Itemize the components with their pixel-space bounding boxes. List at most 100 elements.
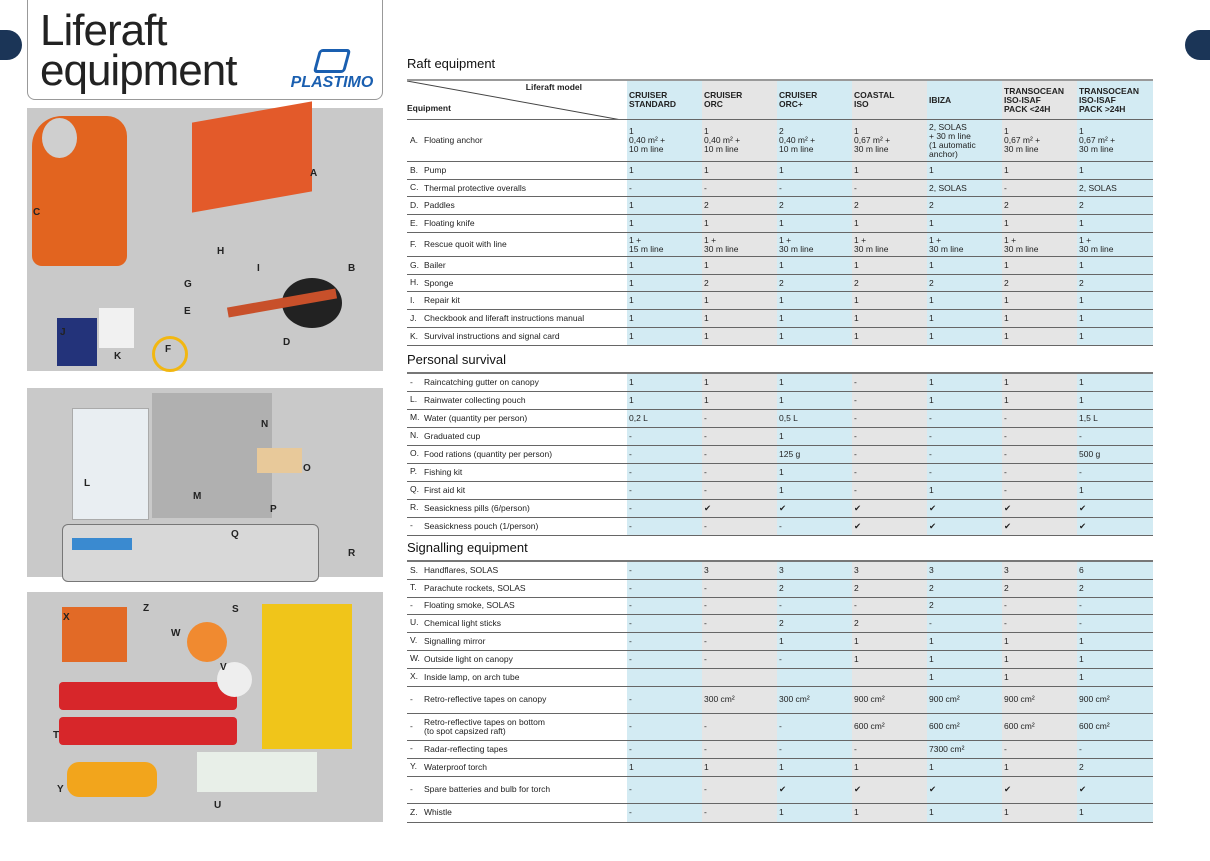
equipment-label: Equipment	[407, 103, 451, 113]
equipment-cell: P. Fishing kit	[407, 463, 627, 482]
value-cell: 3	[1002, 560, 1077, 580]
value-cell: 2	[777, 274, 852, 292]
value-cell: 600 cm²	[1077, 713, 1153, 741]
item-code: Q.	[410, 484, 419, 495]
equipment-cell: M. Water (quantity per person)	[407, 409, 627, 428]
section-title: Personal survival	[407, 352, 506, 367]
value-cell: 1	[927, 391, 1002, 410]
equipment-cell: - Raincatching gutter on canopy	[407, 372, 627, 392]
value-cell: -	[852, 391, 927, 410]
item-code: N.	[410, 430, 419, 441]
value-cell: 1	[777, 372, 852, 392]
value-cell: 1 + 30 m line	[702, 232, 777, 257]
value-cell: 900 cm²	[1002, 686, 1077, 714]
item-code: L.	[410, 394, 418, 405]
value-cell: 1	[1002, 291, 1077, 310]
photo-label: V	[220, 662, 227, 673]
value-cell: -	[777, 650, 852, 669]
item-label: Floating anchor	[424, 135, 483, 146]
value-cell: 1 0,40 m² + 10 m line	[627, 119, 702, 162]
value-cell: -	[627, 463, 702, 482]
table-row: N. Graduated cup - -1- - - -	[407, 427, 1153, 446]
item-label: Seasickness pills (6/person)	[424, 502, 530, 513]
page-tab-right	[1185, 30, 1210, 60]
photo-label: E	[184, 306, 191, 317]
value-cell: -	[702, 481, 777, 500]
equipment-cell: - Retro-reflective tapes on canopy	[407, 686, 627, 714]
value-cell: 2	[702, 274, 777, 292]
value-cell	[852, 668, 927, 687]
value-cell: 1	[852, 291, 927, 310]
value-cell: -	[1002, 179, 1077, 197]
photo-label: S	[232, 604, 239, 615]
item-code: Z.	[410, 806, 418, 817]
value-cell: 1	[627, 196, 702, 215]
item-label: Food rations (quantity per person)	[424, 448, 553, 459]
model-header: COASTAL ISO	[852, 79, 927, 120]
value-cell: 1	[1077, 650, 1153, 669]
section-title: Signalling equipment	[407, 540, 528, 555]
value-cell: -	[702, 776, 777, 804]
item-code: J.	[410, 312, 417, 323]
value-cell: 2	[1077, 579, 1153, 598]
value-cell: -	[702, 740, 777, 759]
photo-label: F	[165, 344, 172, 355]
value-cell: -	[627, 427, 702, 446]
value-cell: 1	[777, 161, 852, 180]
value-cell: 1	[777, 758, 852, 777]
value-cell: 1	[852, 758, 927, 777]
value-cell: -	[1002, 445, 1077, 464]
equipment-cell: R. Seasickness pills (6/person)	[407, 499, 627, 518]
value-cell: 1 + 15 m line	[627, 232, 702, 257]
table-row: B. Pump 1 1 1 1 1 1 1	[407, 161, 1153, 180]
item-code: -	[410, 693, 413, 704]
item-label: Parachute rockets, SOLAS	[424, 582, 526, 593]
item-code: G.	[410, 259, 419, 270]
value-cell: -	[1077, 463, 1153, 482]
value-cell: 1	[852, 327, 927, 346]
value-cell: -	[702, 597, 777, 615]
value-cell: -	[1002, 463, 1077, 482]
item-code: I.	[410, 294, 415, 305]
model-header: IBIZA	[927, 79, 1002, 120]
value-cell: 1	[1002, 632, 1077, 651]
equipment-cell: G. Bailer	[407, 256, 627, 275]
value-cell: 1 + 30 m line	[1002, 232, 1077, 257]
value-cell: 2, SOLAS	[927, 179, 1002, 197]
value-cell: 1	[927, 668, 1002, 687]
signalling-equipment-table: S. Handflares, SOLAS -3 3 3 3 3 6 T. Parachute ro…	[407, 560, 1153, 823]
photo-label: J	[60, 327, 66, 338]
value-cell: 1	[1002, 214, 1077, 233]
value-cell: ✔	[852, 776, 927, 804]
value-cell: 2	[777, 579, 852, 598]
table-row: S. Handflares, SOLAS -3 3 3 3 3 6	[407, 560, 1153, 580]
value-cell: 1	[1077, 803, 1153, 823]
table-row: - Seasickness pouch (1/person) - - - ✔ ✔ ✔ ✔	[407, 517, 1153, 536]
photo-label: U	[214, 800, 222, 811]
item-label: Seasickness pouch (1/person)	[424, 520, 539, 531]
photo-label: O	[303, 463, 311, 474]
personal-survival-table: - Raincatching gutter on canopy 1 1 1-1 1 1 L. R…	[407, 372, 1153, 536]
item-code: -	[410, 743, 413, 754]
value-cell: -	[777, 713, 852, 741]
value-cell: -	[852, 463, 927, 482]
equipment-cell: - Seasickness pouch (1/person)	[407, 517, 627, 536]
value-cell: -	[777, 517, 852, 536]
value-cell: 1	[927, 803, 1002, 823]
item-label: Inside lamp, on arch tube	[424, 671, 520, 682]
photo-label: Y	[57, 784, 64, 795]
value-cell: 1 + 30 m line	[777, 232, 852, 257]
value-cell: 1	[927, 758, 1002, 777]
value-cell: -	[927, 445, 1002, 464]
item-code: V.	[410, 635, 418, 646]
photo-label: C	[33, 207, 41, 218]
item-code: F.	[410, 238, 417, 249]
photo-label: T	[53, 730, 60, 741]
item-code: X.	[410, 671, 419, 682]
header-corner: Liferaft model Equipment	[407, 79, 627, 120]
item-code: R.	[410, 502, 419, 513]
item-label: Fishing kit	[424, 466, 463, 477]
value-cell: 1	[1077, 391, 1153, 410]
value-cell: -	[777, 597, 852, 615]
table-row: W. Outside light on canopy - - -1 1 1 1	[407, 650, 1153, 669]
